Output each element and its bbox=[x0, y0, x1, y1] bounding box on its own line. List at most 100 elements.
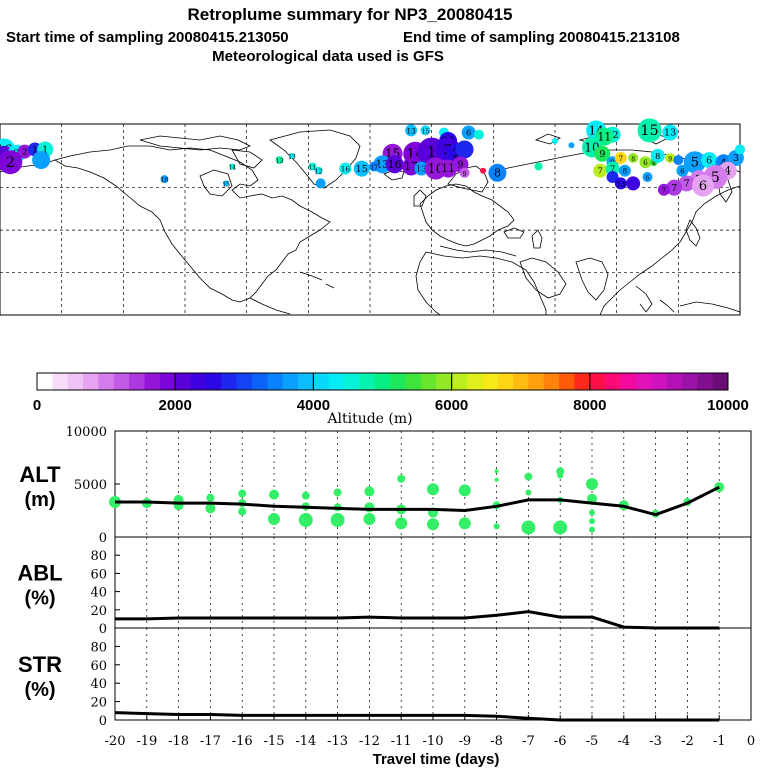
plume-bubble bbox=[628, 152, 639, 163]
x-tick-label: -10 bbox=[423, 734, 444, 749]
altitude-marker bbox=[333, 488, 342, 497]
altitude-marker bbox=[556, 467, 565, 476]
x-tick-label: -1 bbox=[713, 734, 726, 749]
plume-bubble bbox=[642, 172, 653, 183]
altitude-marker bbox=[269, 489, 279, 500]
panel-alt: 10000 5000 0 ALT(m) bbox=[19, 425, 752, 546]
y-axis-unit: (%) bbox=[24, 588, 55, 610]
plume-bubble bbox=[405, 124, 418, 137]
coast-british-isles bbox=[413, 189, 427, 207]
plume-bubble-label: 8 bbox=[623, 167, 628, 176]
colorbar-cell bbox=[37, 373, 53, 390]
colorbar-cell bbox=[52, 373, 69, 390]
plume-bubble bbox=[552, 137, 558, 144]
altitude-colorbar: 0 2000 4000 6000 8000 10000 Altitude (m) bbox=[33, 372, 749, 427]
x-axis: -20 -19 -18 -17 -16 -15 -14 -13 -12 -11 -10 -9 -8 -7-… bbox=[105, 715, 755, 749]
series-line-alt bbox=[115, 485, 720, 517]
plume-bubble bbox=[568, 142, 575, 149]
plume-bubble-label: 13 bbox=[407, 126, 417, 135]
colorbar-cell bbox=[482, 373, 499, 390]
y-tick-label: 10000 bbox=[66, 425, 107, 440]
coast-hudson-bay bbox=[199, 169, 233, 197]
plume-bubble-label: 6 bbox=[466, 127, 471, 137]
coast-japan bbox=[685, 219, 701, 247]
colorbar-cell bbox=[681, 373, 698, 390]
plume-bubble bbox=[665, 152, 676, 163]
plume-bubble-label: 14 bbox=[228, 164, 236, 171]
plume-bubble bbox=[614, 151, 627, 164]
plume-bubble bbox=[223, 180, 230, 187]
colorbar-cell bbox=[528, 373, 545, 390]
plume-bubble-label: 5 bbox=[691, 156, 699, 171]
plume-bubble-label: 8 bbox=[631, 156, 635, 163]
plume-bubble bbox=[626, 176, 641, 191]
altitude-marker bbox=[714, 482, 725, 493]
altitude-marker bbox=[521, 520, 536, 535]
plume-bubble bbox=[459, 167, 470, 178]
colorbar-cell bbox=[589, 373, 606, 390]
plume-bubble-label: 15 bbox=[640, 123, 658, 139]
altitude-marker bbox=[493, 523, 500, 530]
plume-bubble bbox=[605, 161, 620, 176]
plume-bubble-label: 7 bbox=[610, 164, 615, 174]
end-time-label: End time of sampling 20080415.213108 bbox=[403, 29, 680, 46]
colorbar-cell bbox=[620, 373, 637, 390]
x-tick-label: -18 bbox=[168, 734, 189, 749]
coastlines bbox=[0, 129, 741, 316]
colorbar-tick-label: 10000 bbox=[707, 397, 749, 414]
colorbar-title: Altitude (m) bbox=[326, 411, 412, 427]
colorbar-ticks: 0 2000 4000 6000 8000 10000 bbox=[33, 373, 749, 414]
colorbar-cell bbox=[559, 373, 575, 390]
colorbar-cell bbox=[697, 373, 714, 390]
plume-bubble-label: 13 bbox=[276, 158, 284, 165]
colorbar-frame bbox=[36, 372, 729, 391]
y-tick-label: 40 bbox=[90, 677, 107, 692]
plume-bubble-label: 6 bbox=[706, 155, 712, 166]
plume-bubble-label: 9 bbox=[599, 149, 605, 160]
plume-bubble-label: 11 bbox=[309, 164, 317, 171]
plume-bubble-label: 1 bbox=[427, 143, 437, 161]
plume-bubble bbox=[288, 152, 295, 159]
x-tick-label: -6 bbox=[554, 734, 567, 749]
plume-bubble-label: 18 bbox=[161, 177, 169, 184]
plume-bubble-label: 7 bbox=[662, 186, 667, 195]
x-tick-label: -11 bbox=[391, 734, 412, 749]
coast-se-asia bbox=[635, 285, 675, 313]
colorbar-cell bbox=[359, 373, 376, 390]
plume-bubble-label: 15 bbox=[356, 164, 368, 175]
plume-bubble bbox=[461, 125, 476, 140]
x-tick-label: -12 bbox=[359, 734, 380, 749]
colorbar-cell bbox=[313, 373, 330, 390]
colorbar-cell bbox=[221, 373, 238, 390]
x-tick-label: -7 bbox=[522, 734, 535, 749]
colorbar-tick-label: 6000 bbox=[435, 397, 468, 414]
plume-bubble-label: 13 bbox=[416, 164, 427, 174]
altitude-marker bbox=[557, 472, 564, 479]
plume-bubble bbox=[473, 129, 484, 140]
y-axis-label: STR bbox=[18, 652, 62, 677]
plume-bubble-label: 4 bbox=[652, 160, 656, 167]
plume-bubble-label: 9 bbox=[457, 160, 463, 171]
y-tick-label: 20 bbox=[90, 696, 107, 711]
colorbar-cell bbox=[451, 373, 468, 390]
plume-bubble bbox=[657, 183, 670, 196]
figure-title: Retroplume summary for NP3_20080415 bbox=[187, 5, 512, 24]
y-tick-label: 0 bbox=[99, 714, 107, 729]
y-tick-label: 0 bbox=[99, 531, 107, 546]
colorbar-cell bbox=[267, 373, 284, 390]
plume-bubble-label: 12 bbox=[315, 169, 323, 176]
y-axis-label: ABL bbox=[17, 561, 62, 586]
x-tick-label: -17 bbox=[200, 734, 221, 749]
plume-bubble-label: 13 bbox=[664, 128, 676, 139]
x-tick-label: -5 bbox=[586, 734, 599, 749]
plume-bubble bbox=[229, 163, 236, 170]
coast-black-sea bbox=[503, 227, 525, 239]
colorbar-cell bbox=[83, 373, 99, 390]
plume-bubble bbox=[639, 156, 652, 169]
plume-bubble-label: 7 bbox=[671, 183, 677, 194]
altitude-marker bbox=[206, 493, 215, 502]
plume-bubble bbox=[701, 152, 718, 169]
map-panel: 1622112181413121115131315620151413213161… bbox=[0, 118, 745, 316]
y-axis-unit: (%) bbox=[24, 679, 55, 701]
colorbar-cell bbox=[298, 373, 314, 390]
